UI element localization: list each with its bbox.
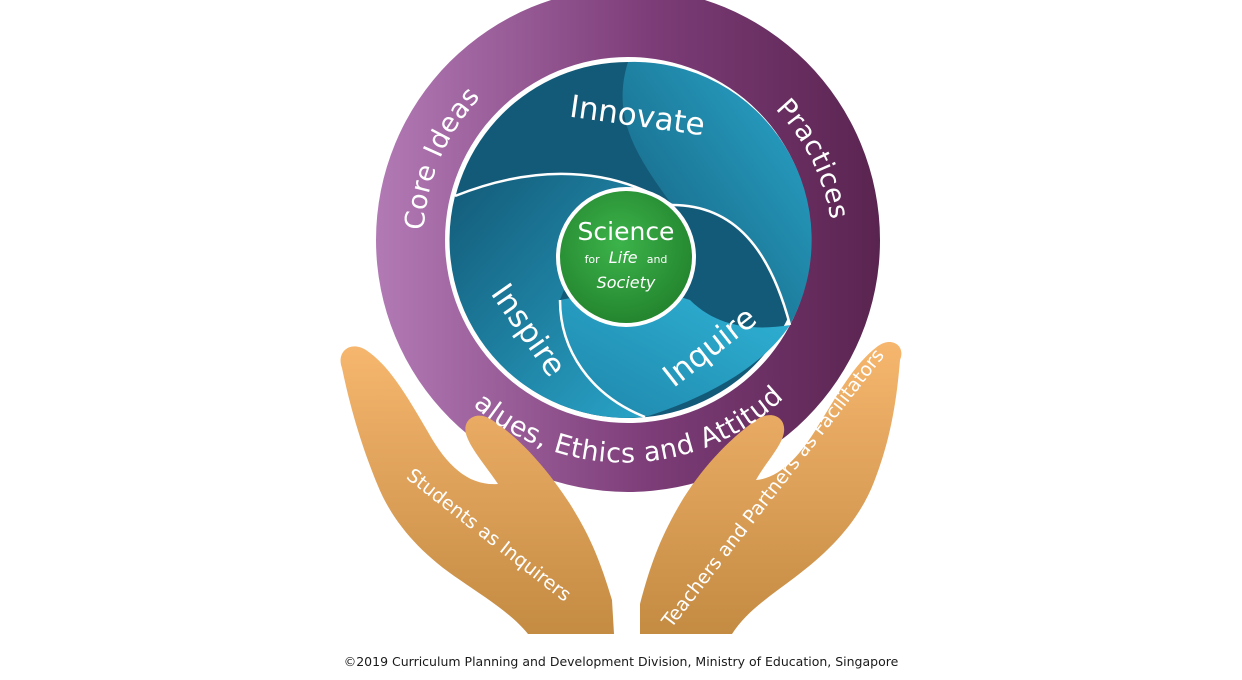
- left-hand: [340, 346, 614, 634]
- center-life: Life: [609, 248, 638, 267]
- center-for: for: [585, 253, 601, 266]
- right-hand: [640, 341, 902, 634]
- copyright-notice: ©2019 Curriculum Planning and Developmen…: [343, 654, 899, 669]
- inspire-blade: [449, 173, 672, 418]
- center-society: Society: [597, 273, 656, 292]
- center-title: Science: [578, 217, 675, 246]
- center-and: and: [647, 253, 668, 266]
- center-subtitle: for Life and: [585, 248, 668, 267]
- center-circle: Science for Life and Society: [556, 187, 696, 327]
